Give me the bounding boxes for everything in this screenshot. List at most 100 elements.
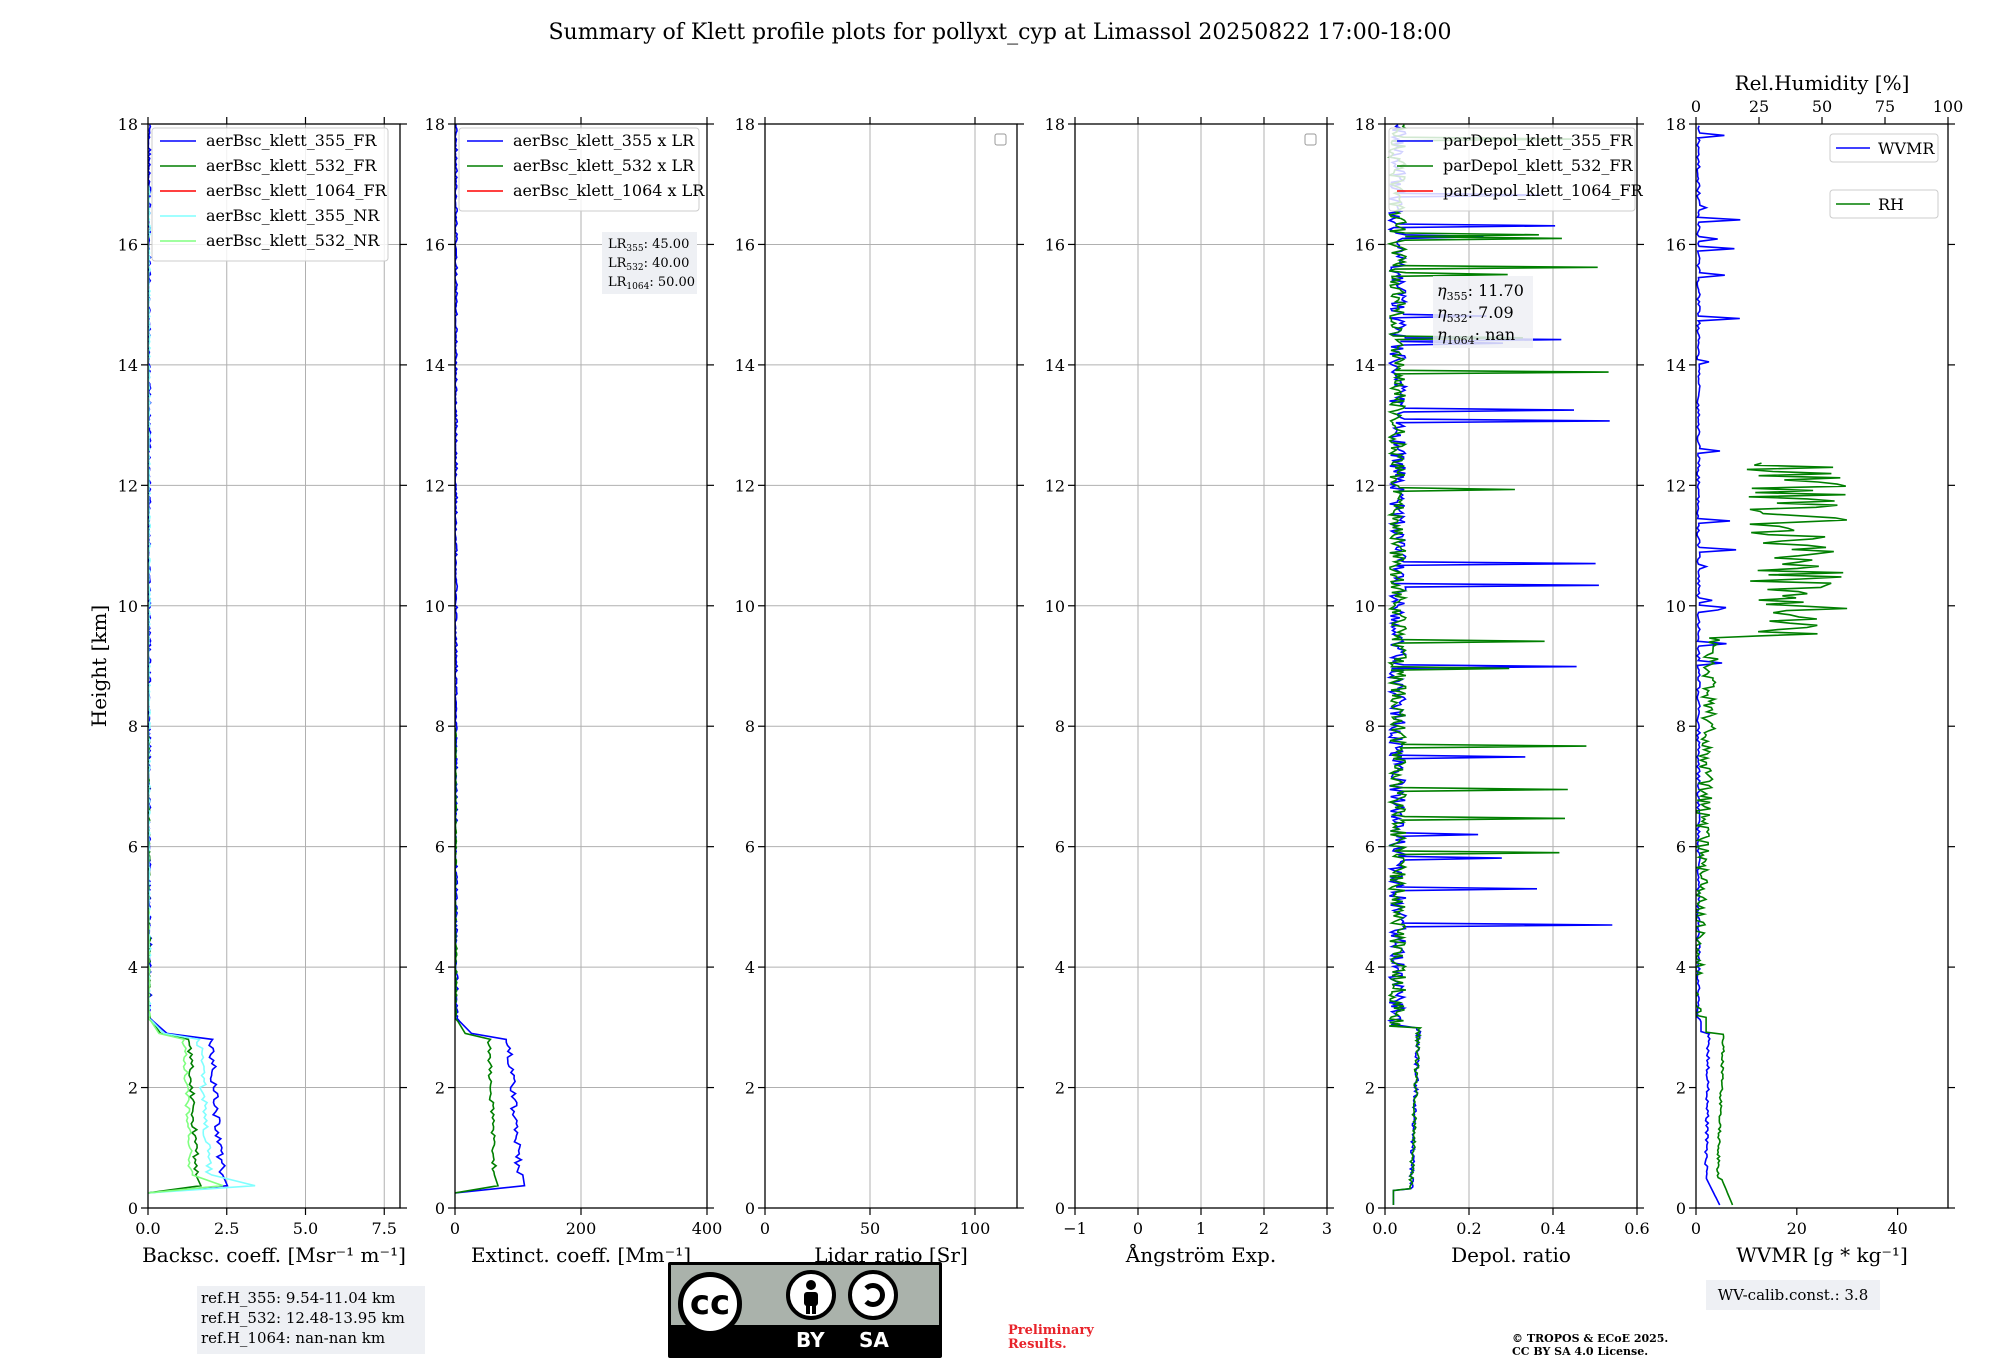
top-x-tick-label: 100 (1933, 97, 1964, 116)
y-tick-label: 0 (1365, 1199, 1375, 1218)
legend-label: aerBsc_klett_1064 x LR (513, 181, 705, 200)
lr-subscript: 532 (626, 263, 643, 273)
series-parDepol_klett_532_FR (1386, 124, 1609, 1205)
y-tick-label: 10 (118, 597, 138, 616)
y-tick-label: 0 (1055, 1199, 1065, 1218)
eta-value-532: η532: 7.09 (1437, 303, 1514, 325)
legend-label: aerBsc_klett_532_FR (206, 156, 377, 175)
x-tick-label: 2.5 (214, 1219, 239, 1238)
y-tick-label: 12 (1045, 476, 1065, 495)
legend-box (1388, 127, 1636, 212)
y-tick-label: 14 (118, 356, 138, 375)
axes-frame (764, 123, 1018, 1209)
legend-label: aerBsc_klett_355_NR (206, 206, 380, 225)
eta-subscript: 532 (1447, 312, 1468, 325)
by-person-icon (786, 1270, 836, 1320)
legend-label: parDepol_klett_532_FR (1443, 156, 1634, 175)
x-axis-label: Extinct. coeff. [Mm⁻¹] (471, 1243, 691, 1267)
y-tick-label: 4 (1055, 958, 1065, 977)
y-tick-label: 2 (745, 1079, 755, 1098)
legend-box-WVMR (1829, 133, 1939, 163)
y-tick-label: 8 (745, 717, 755, 736)
badge-sa-label: SA (859, 1328, 889, 1352)
legend-label: aerBsc_klett_1064_FR (206, 181, 388, 200)
figure-title: Summary of Klett profile plots for polly… (548, 20, 1452, 45)
y-tick-label: 6 (745, 838, 755, 857)
cc-icon: cc (678, 1272, 742, 1336)
ref-height-355: ref.H_355: 9.54-11.04 km (201, 1289, 396, 1307)
y-axis-label: Height [km] (87, 605, 111, 727)
y-tick-label: 16 (735, 235, 755, 254)
y-tick-label: 18 (425, 115, 445, 134)
y-tick-label: 18 (118, 115, 138, 134)
legend-label-RH: RH (1878, 195, 1904, 214)
eta-subscript: 1064 (1447, 334, 1475, 347)
top-x-axis-label: Rel.Humidity [%] (1735, 71, 1910, 95)
legend-label: parDepol_klett_355_FR (1443, 131, 1634, 150)
x-tick-label: 400 (692, 1219, 723, 1238)
top-x-tick-label: 50 (1812, 97, 1832, 116)
sa-share-icon (848, 1270, 898, 1320)
legend-label: aerBsc_klett_355 x LR (513, 131, 695, 150)
y-tick-label: 10 (425, 597, 445, 616)
axes-frame (1384, 123, 1638, 1209)
x-tick-label: 0 (1691, 1219, 1701, 1238)
legend-label: aerBsc_klett_355_FR (206, 131, 377, 150)
y-tick-label: 4 (745, 958, 755, 977)
x-axis-label: Depol. ratio (1451, 1243, 1571, 1267)
eta-number: : nan (1475, 325, 1516, 344)
y-tick-label: 10 (1355, 597, 1375, 616)
lr-subscript: 1064 (626, 282, 649, 292)
y-tick-label: 2 (435, 1079, 445, 1098)
x-axis-label: Backsc. coeff. [Msr⁻¹ m⁻¹] (142, 1243, 406, 1267)
series-WVMR (1696, 125, 1741, 1206)
series-RH (1696, 462, 1848, 1206)
x-tick-label: 200 (566, 1219, 597, 1238)
y-tick-label: 4 (435, 958, 445, 977)
y-tick-label: 0 (435, 1199, 445, 1218)
legend-box (458, 127, 700, 212)
empty-legend-box (994, 133, 1007, 146)
top-x-tick-label: 0 (1691, 97, 1701, 116)
x-tick-label: 1 (1196, 1219, 1206, 1238)
lr-number: : 50.00 (649, 275, 695, 290)
x-axis-label: WVMR [g * kg⁻¹] (1736, 1243, 1908, 1267)
panel-dep: 0.0 0.2 0.4 0.6 0 2 4 6 8 10 12 14 16 18 Depol. ratio p… (1355, 115, 1650, 1267)
y-tick-label: 14 (1045, 356, 1065, 375)
lr-value-532: LR532: 40.00 (608, 256, 689, 273)
y-tick-label: 4 (128, 958, 138, 977)
x-tick-label: 50 (860, 1219, 880, 1238)
axes-frame (147, 123, 401, 1209)
x-tick-label: 0 (450, 1219, 460, 1238)
eta-value-1064: η1064: nan (1437, 325, 1515, 347)
wv-calib-const: WV-calib.const.: 3.8 (1717, 1286, 1869, 1304)
y-tick-label: 8 (128, 717, 138, 736)
y-tick-label: 16 (425, 235, 445, 254)
lr-subscript: 355 (626, 244, 643, 254)
eta-number: : 7.09 (1468, 303, 1514, 322)
legend-box (151, 127, 389, 262)
x-tick-label: 0.0 (1372, 1219, 1397, 1238)
panel-ext: 0 200 400 0 2 4 6 8 10 12 14 16 18 Extinct. coeff. [M… (425, 115, 723, 1267)
y-tick-label: 14 (1666, 356, 1686, 375)
y-tick-label: 0 (1676, 1199, 1686, 1218)
eta-box (1433, 276, 1533, 348)
x-tick-label: 0.6 (1624, 1219, 1649, 1238)
y-tick-label: 6 (1676, 838, 1686, 857)
y-tick-label: 12 (1355, 476, 1375, 495)
y-tick-label: 18 (735, 115, 755, 134)
y-tick-label: 2 (128, 1079, 138, 1098)
x-tick-label: 5.0 (293, 1219, 318, 1238)
x-tick-label: 20 (1787, 1219, 1807, 1238)
y-tick-label: 10 (735, 597, 755, 616)
eta-value-355: η355: 11.70 (1437, 281, 1524, 303)
empty-legend-box (1304, 133, 1317, 146)
y-tick-label: 0 (745, 1199, 755, 1218)
eta-symbol: η (1437, 303, 1447, 322)
y-tick-label: 16 (1355, 235, 1375, 254)
y-tick-label: 2 (1365, 1079, 1375, 1098)
y-tick-label: 12 (735, 476, 755, 495)
lr-number: : 45.00 (644, 237, 690, 252)
top-x-tick-label: 25 (1749, 97, 1769, 116)
